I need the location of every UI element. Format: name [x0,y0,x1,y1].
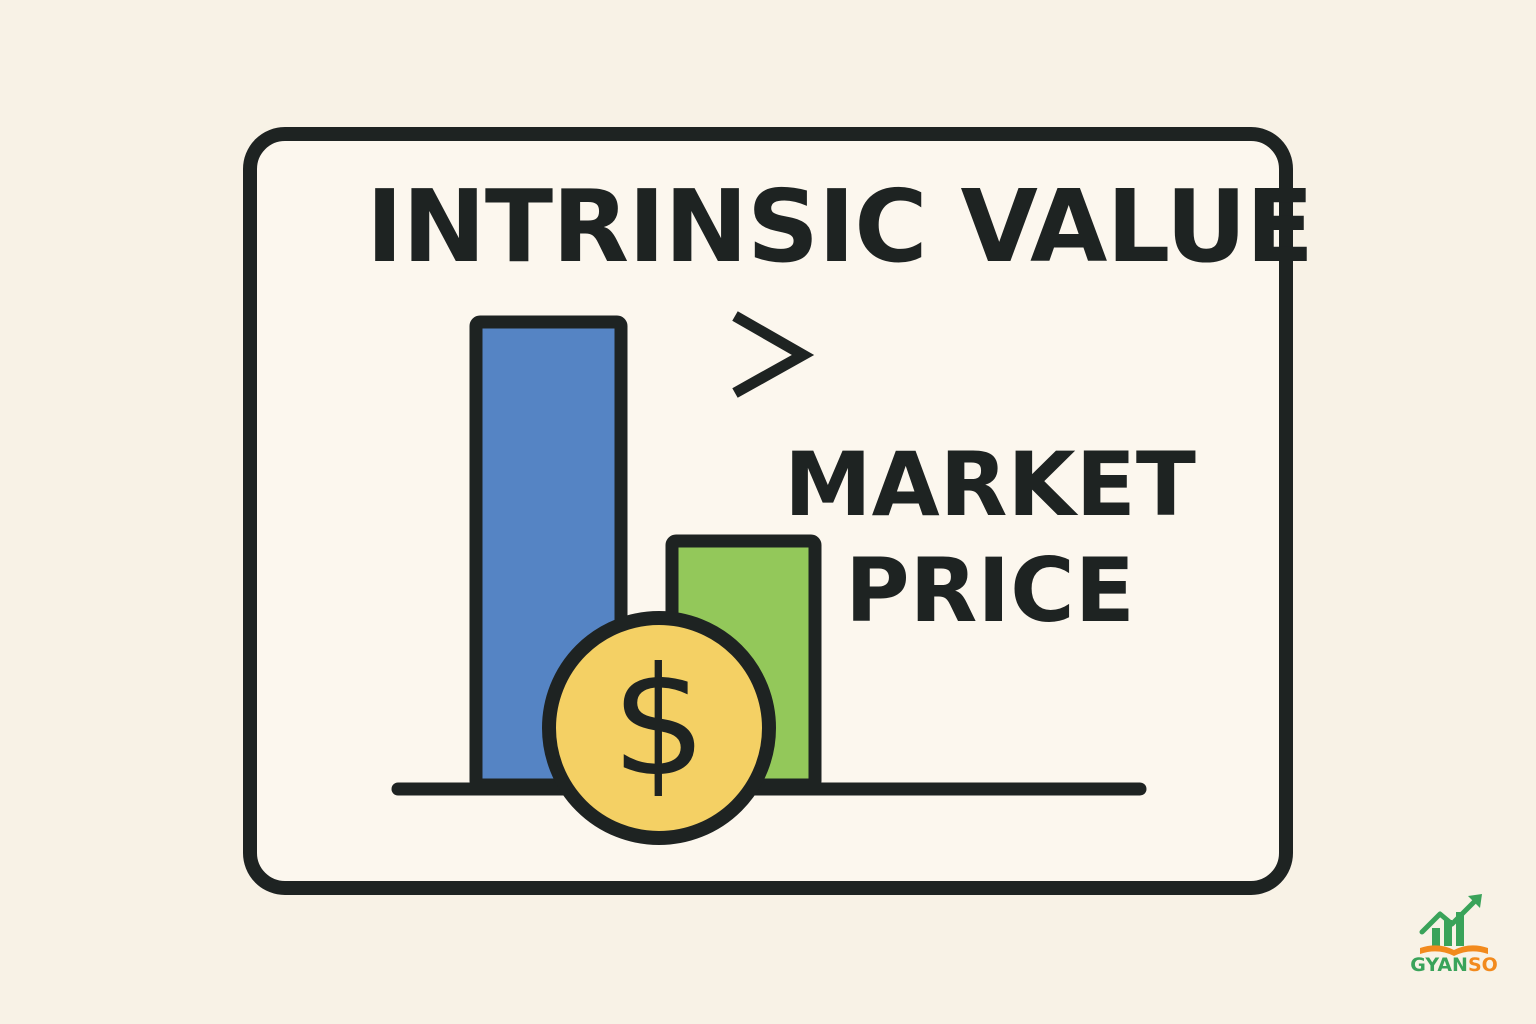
coin-icon [542,611,776,845]
greater-than-sign [732,311,815,398]
growth-chart-book-icon [1419,894,1488,956]
dollar-sign: $ [611,636,706,810]
brand-name-part-1: GYAN [1410,954,1468,976]
market-price-line-2: PRICE [845,539,1135,642]
market-price-label: MARKET PRICE [780,432,1200,644]
brand-name: GYANSO [1404,954,1504,976]
market-price-line-1: MARKET [784,433,1196,536]
brand-name-part-2: SO [1467,954,1498,976]
